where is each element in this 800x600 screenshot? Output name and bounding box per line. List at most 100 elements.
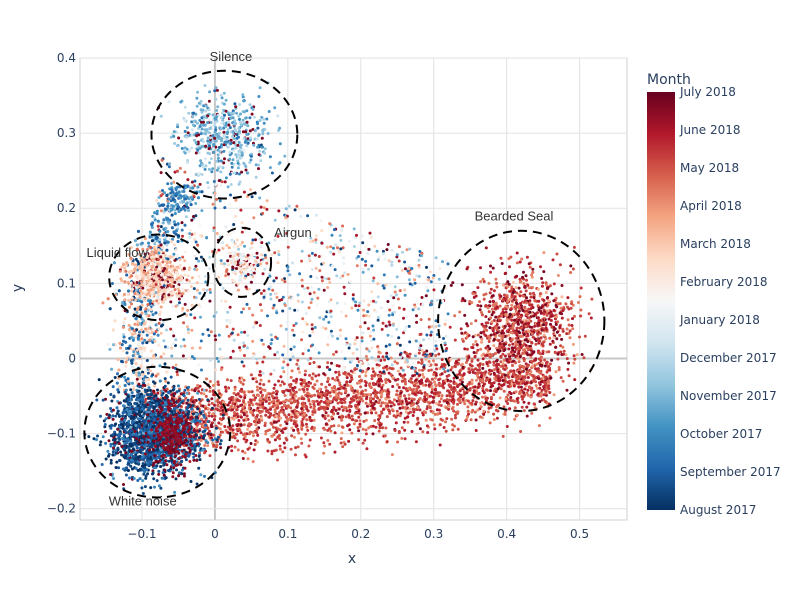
data-point xyxy=(548,336,552,340)
data-point xyxy=(395,409,399,413)
data-point xyxy=(188,200,192,204)
data-point xyxy=(254,396,257,400)
data-point xyxy=(394,421,398,425)
data-point xyxy=(238,341,242,345)
data-point xyxy=(529,395,533,399)
data-point xyxy=(165,370,169,374)
data-point xyxy=(391,303,395,307)
data-point xyxy=(323,444,327,448)
data-point xyxy=(548,368,552,372)
data-point xyxy=(403,416,407,420)
data-point xyxy=(379,423,383,427)
data-point xyxy=(527,385,531,389)
data-point xyxy=(374,310,378,314)
data-point xyxy=(162,227,166,231)
data-point xyxy=(314,347,318,351)
data-point xyxy=(449,384,453,388)
data-point xyxy=(485,388,488,392)
data-point xyxy=(346,383,350,387)
data-point xyxy=(313,253,317,257)
data-point xyxy=(264,413,268,417)
data-point xyxy=(361,399,365,403)
data-point xyxy=(343,397,347,401)
data-point xyxy=(495,416,499,420)
data-point xyxy=(224,385,227,389)
data-point xyxy=(310,427,314,430)
data-point xyxy=(514,390,518,394)
data-point xyxy=(161,233,165,237)
data-point xyxy=(159,465,163,468)
data-point xyxy=(507,371,511,375)
data-point xyxy=(256,256,259,260)
data-point xyxy=(264,432,268,436)
data-point xyxy=(397,402,401,406)
data-point xyxy=(305,405,309,409)
data-point xyxy=(522,409,526,413)
data-point xyxy=(157,202,161,206)
data-point xyxy=(179,344,183,348)
data-point xyxy=(273,353,277,357)
data-point xyxy=(332,424,336,428)
data-point xyxy=(359,385,363,389)
data-point xyxy=(282,370,286,374)
data-point xyxy=(242,437,246,441)
data-point xyxy=(351,418,355,422)
data-point xyxy=(481,357,485,361)
data-point xyxy=(395,253,399,257)
data-point xyxy=(308,362,312,366)
data-point xyxy=(427,383,431,387)
data-point xyxy=(444,334,448,338)
data-point xyxy=(224,225,228,229)
data-point xyxy=(161,189,164,192)
data-point xyxy=(309,405,313,409)
data-point xyxy=(161,246,164,250)
data-point xyxy=(230,444,234,448)
data-point xyxy=(158,229,162,233)
data-point xyxy=(283,280,287,284)
data-point xyxy=(248,403,251,407)
data-point xyxy=(438,423,442,427)
data-point xyxy=(443,363,446,367)
data-point xyxy=(322,441,326,445)
data-point xyxy=(324,411,328,415)
data-point xyxy=(483,402,487,406)
data-point xyxy=(371,324,375,328)
data-point xyxy=(291,296,295,300)
data-point xyxy=(318,365,321,369)
data-point xyxy=(315,276,319,280)
data-point xyxy=(123,317,127,321)
data-point xyxy=(286,389,290,393)
data-point xyxy=(408,272,412,275)
data-point xyxy=(342,386,346,390)
data-point xyxy=(324,327,328,331)
data-point xyxy=(429,363,433,367)
data-point xyxy=(143,400,147,404)
data-point xyxy=(170,220,174,224)
data-point xyxy=(353,371,357,375)
data-point xyxy=(366,252,370,256)
data-point xyxy=(462,372,466,376)
data-point xyxy=(255,385,259,389)
data-point xyxy=(159,355,163,359)
data-point xyxy=(132,310,136,314)
data-point xyxy=(136,342,140,346)
data-point xyxy=(397,431,401,435)
data-point xyxy=(176,205,180,209)
data-point xyxy=(355,364,359,367)
data-point xyxy=(349,369,353,373)
data-point xyxy=(278,447,282,451)
data-point xyxy=(200,398,204,402)
data-point xyxy=(346,424,350,428)
data-point xyxy=(268,155,272,159)
data-point xyxy=(447,373,451,377)
data-point xyxy=(422,365,426,369)
data-point xyxy=(501,434,505,438)
data-point xyxy=(183,344,187,348)
data-point xyxy=(270,313,274,317)
data-point xyxy=(322,261,326,265)
data-point xyxy=(271,425,275,429)
data-point xyxy=(209,423,213,427)
data-point xyxy=(396,383,400,387)
data-point xyxy=(257,95,261,98)
data-point xyxy=(405,248,409,252)
